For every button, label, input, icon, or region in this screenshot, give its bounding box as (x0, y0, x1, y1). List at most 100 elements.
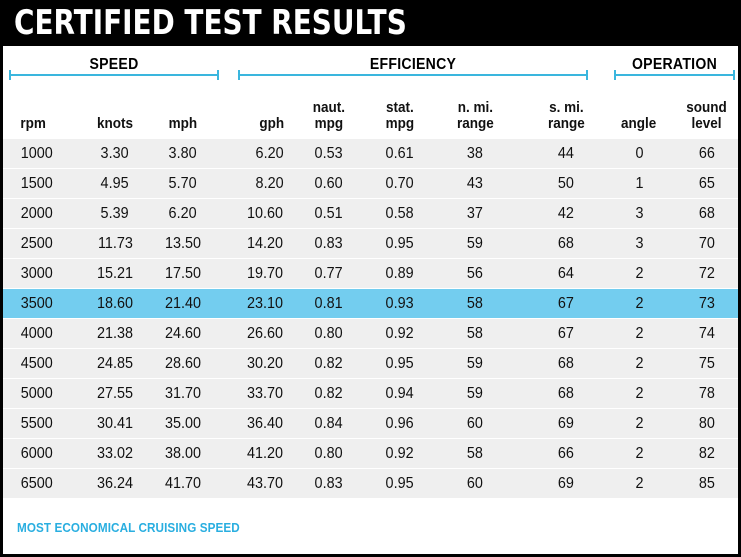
cell-value: 43.70 (246, 474, 283, 492)
cell-rpm: 1000 (3, 138, 75, 169)
cell-value: 0.58 (385, 204, 415, 222)
title-bar: CERTIFIED TEST RESULTS (3, 0, 738, 46)
cell-value: 0.61 (385, 144, 415, 162)
cell-naut_mpg: 0.53 (293, 138, 365, 169)
cell-value: 36.24 (96, 474, 134, 492)
cell-value: 30.41 (96, 414, 134, 432)
cell-rpm: 4500 (3, 348, 75, 379)
cell-value: 0.80 (314, 444, 344, 462)
cell-gph: 19.70 (215, 258, 293, 289)
cell-sound: 68 (665, 198, 738, 229)
cell-angle: 2 (605, 438, 665, 469)
cell-mph: 35.00 (145, 408, 215, 439)
cell-stat_mpg: 0.89 (365, 258, 435, 289)
column-header-line2: gph (258, 115, 284, 132)
cell-value: 74 (698, 324, 715, 342)
cell-naut_mpg: 0.77 (293, 258, 365, 289)
cell-value: 0.83 (314, 234, 344, 252)
cell-value: 2 (634, 354, 644, 372)
cell-value: 0.95 (385, 354, 415, 372)
cell-value: 2 (634, 384, 644, 402)
group-speed-bracket (9, 70, 219, 80)
column-header-line2: mpg (385, 115, 415, 132)
cell-smi_range: 67 (515, 318, 605, 349)
cell-value: 0.81 (314, 294, 344, 312)
cell-value: 3000 (20, 264, 53, 282)
cell-value: 0.95 (385, 234, 415, 252)
column-header-label: angle (621, 116, 656, 132)
cell-value: 0.60 (314, 174, 344, 192)
cell-value: 2 (634, 294, 644, 312)
page-title: CERTIFIED TEST RESULTS (14, 3, 407, 43)
column-header-label: n. mi. range (457, 100, 494, 132)
column-header-line2: mpg (314, 115, 344, 132)
cell-value: 0.53 (314, 144, 344, 162)
cell-naut_mpg: 0.81 (293, 288, 365, 319)
column-header-line1: sound (686, 99, 727, 116)
cell-value: 0.89 (385, 264, 415, 282)
cell-value: 5500 (20, 414, 53, 432)
cell-value: 73 (698, 294, 715, 312)
column-header-angle: angle (605, 82, 665, 139)
cell-knots: 33.02 (75, 438, 145, 469)
cell-angle: 2 (605, 348, 665, 379)
cell-value: 42 (557, 204, 575, 222)
column-header-line1: n. mi. (457, 99, 493, 116)
cell-value: 59 (466, 234, 484, 252)
cell-gph: 41.20 (215, 438, 293, 469)
cell-smi_range: 68 (515, 378, 605, 409)
cell-angle: 1 (605, 168, 665, 199)
cell-value: 75 (698, 354, 715, 372)
cell-knots: 24.85 (75, 348, 145, 379)
cell-nmi_range: 59 (435, 378, 515, 409)
cell-stat_mpg: 0.95 (365, 468, 435, 498)
cell-value: 69 (557, 474, 575, 492)
cell-stat_mpg: 0.95 (365, 348, 435, 379)
cell-smi_range: 69 (515, 408, 605, 439)
cell-nmi_range: 56 (435, 258, 515, 289)
cell-mph: 38.00 (145, 438, 215, 469)
cell-sound: 65 (665, 168, 738, 199)
cell-value: 67 (557, 324, 575, 342)
cell-value: 66 (557, 444, 575, 462)
column-header-gph: gph (215, 82, 293, 139)
cell-value: 27.55 (96, 384, 134, 402)
cell-sound: 66 (665, 138, 738, 169)
cell-mph: 21.40 (145, 288, 215, 319)
column-header-nmi_range: n. mi. range (435, 82, 515, 139)
column-header-sound: sound level (665, 82, 738, 139)
table-row: 6500 36.24 41.70 43.70 0.83 0.95 60 69 2 85 (3, 468, 738, 498)
cell-knots: 5.39 (75, 198, 145, 229)
cell-value: 23.10 (246, 294, 283, 312)
cell-value: 0.84 (314, 414, 344, 432)
table-row: 3500 18.60 21.40 23.10 0.81 0.93 58 67 2 73 (3, 288, 738, 319)
cell-value: 85 (698, 474, 715, 492)
column-header-label: knots (97, 116, 133, 132)
cell-value: 50 (557, 174, 575, 192)
cell-gph: 43.70 (215, 468, 293, 498)
cell-value: 58 (466, 444, 484, 462)
cell-value: 0.82 (314, 384, 344, 402)
table-row: 1500 4.95 5.70 8.20 0.60 0.70 43 50 1 65 (3, 168, 738, 199)
column-header-naut_mpg: naut. mpg (293, 82, 365, 139)
cell-rpm: 5500 (3, 408, 75, 439)
cell-value: 64 (557, 264, 575, 282)
cell-nmi_range: 58 (435, 318, 515, 349)
cell-naut_mpg: 0.82 (293, 378, 365, 409)
cell-value: 68 (557, 234, 575, 252)
cell-value: 33.02 (96, 444, 134, 462)
cell-rpm: 6500 (3, 468, 75, 498)
cell-naut_mpg: 0.83 (293, 468, 365, 498)
cell-value: 30.20 (246, 354, 283, 372)
cell-naut_mpg: 0.80 (293, 318, 365, 349)
cell-gph: 6.20 (215, 138, 293, 169)
cell-value: 0.83 (314, 474, 344, 492)
cell-value: 72 (698, 264, 715, 282)
cell-rpm: 2000 (3, 198, 75, 229)
cell-value: 65 (698, 174, 715, 192)
cell-knots: 11.73 (75, 228, 145, 259)
cell-value: 19.70 (246, 264, 283, 282)
cell-stat_mpg: 0.96 (365, 408, 435, 439)
column-header-line2: level (691, 115, 722, 132)
cell-value: 0.96 (385, 414, 415, 432)
